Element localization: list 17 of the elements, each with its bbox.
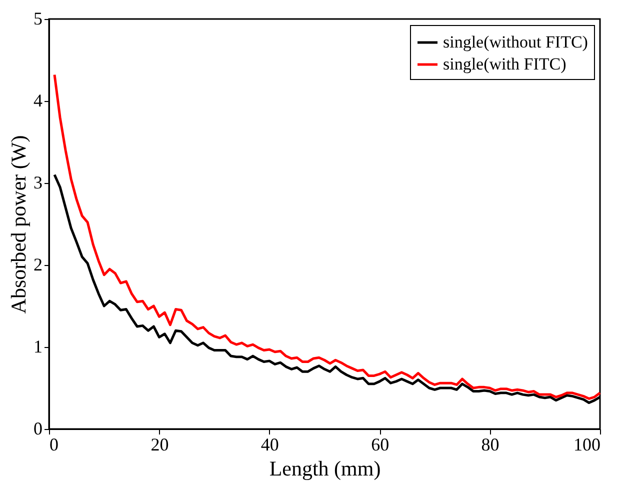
legend-label: single(with FITC)	[443, 54, 566, 74]
y-tick-label: 3	[34, 172, 42, 192]
y-tick-label: 1	[34, 336, 42, 356]
y-tick-label: 5	[34, 8, 42, 28]
x-tick-label: 20	[150, 434, 169, 454]
x-tick-label: 0	[50, 434, 58, 454]
y-tick-label: 4	[34, 90, 42, 110]
y-tick-label: 2	[34, 254, 42, 274]
x-tick-label: 80	[481, 434, 500, 454]
y-axis-title: Absorbed power (W)	[6, 135, 30, 314]
x-tick-label: 40	[260, 434, 279, 454]
line-series	[53, 74, 602, 400]
x-axis-title: Length (mm)	[269, 456, 381, 480]
legend-label: single(without FITC)	[443, 32, 588, 52]
x-tick-label: 60	[371, 434, 390, 454]
x-tick-label: 100	[574, 434, 600, 454]
y-tick-label: 0	[34, 418, 42, 438]
